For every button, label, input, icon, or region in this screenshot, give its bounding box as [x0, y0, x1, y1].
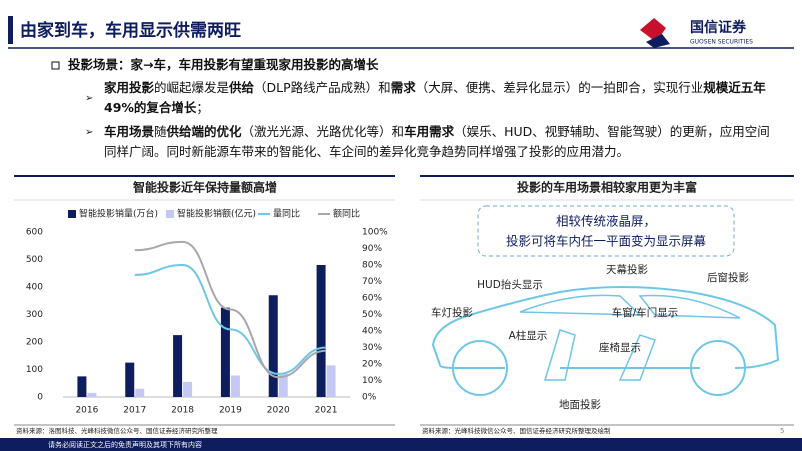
y-tick-label: 300 — [26, 310, 43, 320]
y2-tick-label: 20% — [362, 360, 382, 370]
callout: 投影可将车内任一平面变为显示屏幕 — [506, 234, 707, 249]
y2-tick-label: 10% — [362, 376, 382, 386]
text-run: ； — [196, 100, 209, 115]
x-tick-label: 2019 — [219, 406, 242, 416]
bar — [87, 392, 97, 397]
y2-tick-label: 40% — [362, 327, 382, 337]
bar — [125, 362, 135, 397]
legend-label: 智能投影销量(万台) — [79, 208, 158, 220]
y2-tick-label: 60% — [362, 294, 382, 304]
title-accent — [8, 16, 13, 44]
car-outline — [431, 286, 780, 369]
x-tick-label: 2016 — [75, 406, 98, 416]
y2-tick-label: 90% — [362, 244, 382, 254]
logo-sub: GUOSEN SECURITIES — [690, 39, 753, 46]
legend-label: 量同比 — [273, 208, 300, 220]
legend-label: 智能投影销额(亿元) — [177, 208, 256, 220]
scene-label: 天幕投影 — [606, 263, 648, 276]
logo-mark — [646, 34, 670, 48]
text-run: 随 — [154, 124, 167, 139]
chart-title: 智能投影近年保持量额高增 — [132, 180, 277, 195]
diagram-title: 投影的车用场景相较家用更为丰富 — [517, 180, 697, 195]
text-run: 车用场景 — [104, 124, 155, 139]
callout-box — [477, 205, 735, 257]
y-tick-label: 0 — [37, 393, 43, 403]
x-tick-label: 2017 — [123, 406, 146, 416]
bar — [326, 365, 336, 397]
bar — [135, 388, 145, 397]
bar — [220, 307, 230, 397]
callout: 相较传统液晶屏， — [556, 214, 656, 229]
logo-text: 国信证券 — [690, 19, 747, 36]
footer-text: 请务必阅读正文之后的免责声明及其项下所有内容 — [48, 440, 202, 449]
y2-tick-label: 0% — [362, 393, 377, 403]
text-run: （激光光源、光路优化等）和 — [241, 124, 405, 139]
y2-tick-label: 30% — [362, 343, 382, 353]
text-run: 规模近五年49%的复合增长 — [104, 80, 766, 115]
slide-title: 由家到车，车用显示供需两旺 — [20, 20, 241, 41]
sub-bullet: 车用场景随供给端的优化（激光光源、光路优化等）和车用需求（娱乐、HUD、视野辅助… — [104, 122, 774, 162]
y2-tick-label: 100% — [362, 228, 388, 238]
arrow: ➢ — [85, 93, 93, 104]
bar — [316, 265, 326, 397]
text-run: 车用需求 — [404, 124, 455, 139]
legend-label: 额同比 — [333, 208, 360, 220]
y-tick-label: 200 — [26, 338, 43, 348]
bar — [230, 375, 240, 397]
x-tick-label: 2020 — [267, 406, 290, 416]
scene-label: 地面投影 — [559, 398, 601, 411]
y2-tick-label: 50% — [362, 310, 382, 320]
scene-label: 车灯投影 — [431, 306, 473, 319]
bullet: 投影场景：家→车，车用投影有望重现家用投影的高增长 — [68, 57, 379, 72]
wheel — [690, 340, 746, 396]
footer-band — [0, 438, 802, 451]
wheel — [452, 340, 508, 396]
bar — [173, 335, 183, 397]
text-run: 供给端的优化 — [166, 124, 242, 139]
line — [134, 263, 327, 375]
arrow: ➢ — [85, 127, 93, 138]
text-run: 供给 — [229, 80, 255, 95]
y-tick-label: 600 — [26, 228, 43, 238]
source: 资料来源：光峰科技微信公众号、国信证券经济研究所整理及绘制 — [422, 426, 611, 435]
text-run: 的崛起爆发是 — [154, 80, 230, 95]
text-run: （大屏、便携、差异化显示）的一拍即合，实现行业 — [415, 80, 704, 95]
windows — [519, 294, 741, 319]
scene-label: 后窗投影 — [707, 271, 749, 284]
text-run: 家用投影 — [104, 80, 155, 95]
sub-bullet: 家用投影的崛起爆发是供给（DLP路线产品成熟）和需求（大屏、便携、差异化显示）的… — [104, 78, 774, 118]
x-tick-label: 2021 — [315, 406, 338, 416]
line — [134, 240, 327, 379]
scene-label: A柱显示 — [509, 329, 548, 342]
bar — [268, 295, 278, 397]
legend-swatch — [166, 210, 174, 218]
x-tick-label: 2018 — [171, 406, 194, 416]
bullet-box — [51, 61, 60, 70]
source: 资料来源：洛图科技、光峰科技微信公众号、国信证券经济研究所整理 — [16, 426, 218, 435]
bar — [278, 373, 288, 397]
legend-swatch — [68, 210, 76, 218]
page-number: 5 — [780, 427, 784, 435]
text-run: （娱乐、HUD、视野辅助、智能驾驶）的更新，应用空间同样广阔。同时新能源车带来的… — [104, 124, 770, 159]
y2-tick-label: 70% — [362, 277, 382, 287]
y-tick-label: 500 — [26, 255, 43, 265]
text-run: 需求 — [390, 80, 416, 95]
bar — [77, 376, 87, 397]
scene-label: 车窗/车门显示 — [612, 306, 679, 319]
scene-label: HUD抬头显示 — [477, 278, 543, 291]
scene-label: 座椅显示 — [599, 341, 641, 354]
text-run: （DLP路线产品成熟）和 — [254, 80, 391, 95]
y-tick-label: 400 — [26, 283, 43, 293]
bar — [183, 381, 193, 397]
y2-tick-label: 80% — [362, 261, 382, 271]
seats — [543, 329, 656, 381]
y-tick-label: 100 — [26, 365, 43, 375]
